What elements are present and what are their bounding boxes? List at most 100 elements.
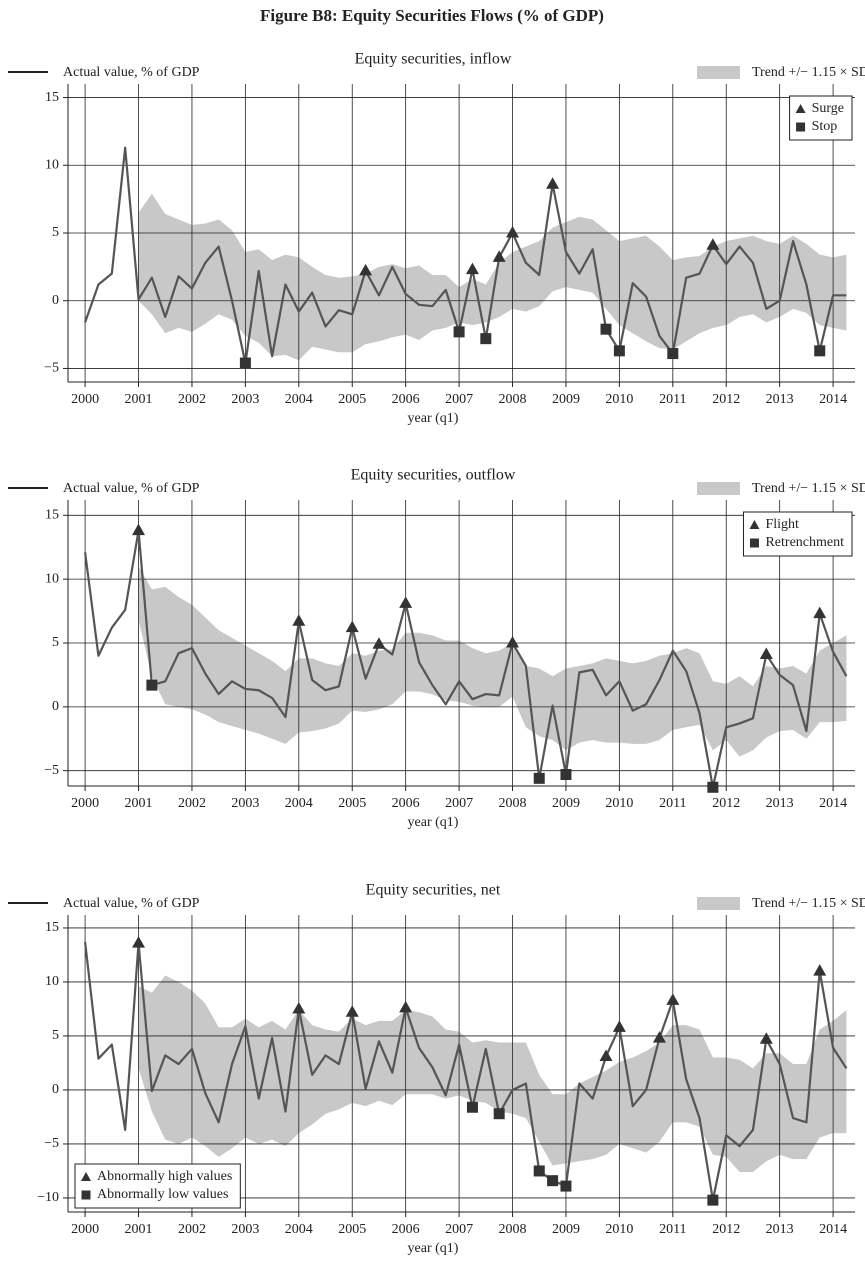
x-tick-label: 2014 bbox=[819, 1222, 847, 1237]
y-tick-label: 5 bbox=[52, 225, 59, 240]
x-tick-label: 2010 bbox=[605, 796, 633, 811]
x-tick-label: 2010 bbox=[605, 392, 633, 407]
x-tick-label: 2011 bbox=[659, 392, 686, 407]
legend-label: Abnormally high values bbox=[97, 1169, 232, 1184]
legend-label: Actual value, % of GDP bbox=[63, 896, 200, 911]
triangle-marker bbox=[652, 1031, 666, 1043]
trend-band bbox=[138, 975, 847, 1173]
square-marker bbox=[560, 769, 572, 781]
legend-label: Trend +/− 1.15 × SD bbox=[752, 896, 865, 911]
x-axis-label: year (q1) bbox=[408, 1241, 459, 1256]
x-tick-label: 2013 bbox=[766, 796, 794, 811]
square-marker bbox=[453, 326, 465, 338]
marker-legend: Surge Stop bbox=[789, 95, 853, 141]
legend-band bbox=[697, 66, 740, 79]
triangle-marker bbox=[759, 1032, 773, 1044]
y-tick-label: 0 bbox=[52, 1082, 59, 1097]
figure-title: Figure B8: Equity Securities Flows (% of… bbox=[260, 6, 604, 25]
x-tick-label: 2004 bbox=[285, 392, 313, 407]
y-tick-label: 5 bbox=[52, 635, 59, 650]
triangle-marker bbox=[132, 936, 146, 948]
marker-legend: Flight Retrenchment bbox=[742, 511, 853, 557]
x-tick-label: 2008 bbox=[499, 1222, 527, 1237]
x-tick-label: 2008 bbox=[499, 796, 527, 811]
x-tick-label: 2006 bbox=[392, 796, 420, 811]
x-tick-label: 2005 bbox=[338, 392, 366, 407]
square-marker bbox=[239, 357, 251, 369]
square-marker bbox=[493, 1108, 505, 1120]
chart-title: Equity securities, inflow bbox=[355, 51, 512, 68]
x-tick-label: 2013 bbox=[766, 392, 794, 407]
x-tick-label: 2009 bbox=[552, 392, 580, 407]
x-tick-label: 2002 bbox=[178, 796, 206, 811]
triangle-marker bbox=[345, 1005, 359, 1017]
x-tick-label: 2007 bbox=[445, 796, 473, 811]
legend-label: Stop bbox=[812, 119, 838, 134]
x-tick-label: 2011 bbox=[659, 1222, 686, 1237]
y-tick-label: 10 bbox=[45, 571, 59, 586]
legend-band bbox=[697, 482, 740, 495]
marker-legend: Abnormally high values Abnormally low val… bbox=[74, 1163, 241, 1209]
legend-triangle bbox=[81, 1172, 91, 1181]
x-tick-label: 2003 bbox=[231, 796, 259, 811]
square-marker bbox=[533, 1165, 545, 1177]
triangle-marker bbox=[359, 263, 373, 276]
legend-label: Surge bbox=[812, 101, 844, 116]
square-marker bbox=[560, 1180, 572, 1192]
square-marker bbox=[613, 345, 625, 357]
square-marker bbox=[814, 345, 826, 357]
x-tick-label: 2014 bbox=[819, 796, 847, 811]
trend-band bbox=[138, 193, 847, 361]
legend-square bbox=[796, 122, 806, 132]
x-tick-label: 2003 bbox=[231, 392, 259, 407]
triangle-marker bbox=[506, 226, 520, 238]
x-tick-label: 2002 bbox=[178, 392, 206, 407]
triangle-marker bbox=[599, 1049, 613, 1061]
legend-triangle bbox=[749, 520, 760, 529]
x-tick-label: 2012 bbox=[712, 796, 740, 811]
y-tick-label: 0 bbox=[52, 699, 59, 714]
legend-triangle bbox=[795, 104, 806, 113]
triangle-marker bbox=[813, 606, 827, 619]
x-tick-label: 2013 bbox=[766, 1222, 794, 1237]
triangle-marker bbox=[612, 1020, 626, 1032]
x-tick-label: 2006 bbox=[392, 1222, 420, 1237]
triangle-marker bbox=[506, 636, 520, 648]
square-marker bbox=[667, 348, 679, 360]
legend-label: Trend +/− 1.15 × SD bbox=[752, 65, 865, 80]
x-tick-label: 2014 bbox=[819, 392, 847, 407]
x-tick-label: 2000 bbox=[71, 796, 99, 811]
x-tick-label: 2004 bbox=[285, 796, 313, 811]
legend-label: Retrenchment bbox=[765, 535, 844, 550]
y-tick-label: 0 bbox=[52, 293, 59, 308]
legend-square bbox=[81, 1190, 91, 1200]
legend-label: Trend +/− 1.15 × SD bbox=[752, 481, 865, 496]
y-tick-label: −5 bbox=[44, 361, 59, 376]
x-tick-label: 2005 bbox=[338, 796, 366, 811]
triangle-marker bbox=[372, 637, 386, 649]
y-tick-label: 5 bbox=[52, 1028, 59, 1043]
triangle-marker bbox=[759, 647, 773, 659]
y-tick-label: 15 bbox=[45, 90, 59, 105]
triangle-marker bbox=[399, 596, 413, 608]
legend-box bbox=[742, 511, 853, 557]
triangle-marker bbox=[706, 238, 720, 250]
legend-box bbox=[789, 95, 853, 141]
y-tick-label: 15 bbox=[45, 920, 59, 935]
square-marker bbox=[707, 1194, 719, 1206]
data-line bbox=[84, 941, 848, 1202]
x-tick-label: 2012 bbox=[712, 392, 740, 407]
x-tick-label: 2009 bbox=[552, 796, 580, 811]
x-tick-label: 2001 bbox=[125, 796, 153, 811]
y-tick-label: 10 bbox=[45, 974, 59, 989]
legend-label: Flight bbox=[765, 517, 799, 532]
square-marker bbox=[600, 323, 612, 335]
triangle-marker bbox=[132, 523, 146, 536]
square-marker bbox=[547, 1175, 559, 1187]
data-line bbox=[84, 529, 848, 789]
x-tick-label: 2001 bbox=[125, 392, 153, 407]
x-tick-label: 2005 bbox=[338, 1222, 366, 1237]
x-tick-label: 2008 bbox=[499, 392, 527, 407]
legend-label: Actual value, % of GDP bbox=[63, 481, 200, 496]
